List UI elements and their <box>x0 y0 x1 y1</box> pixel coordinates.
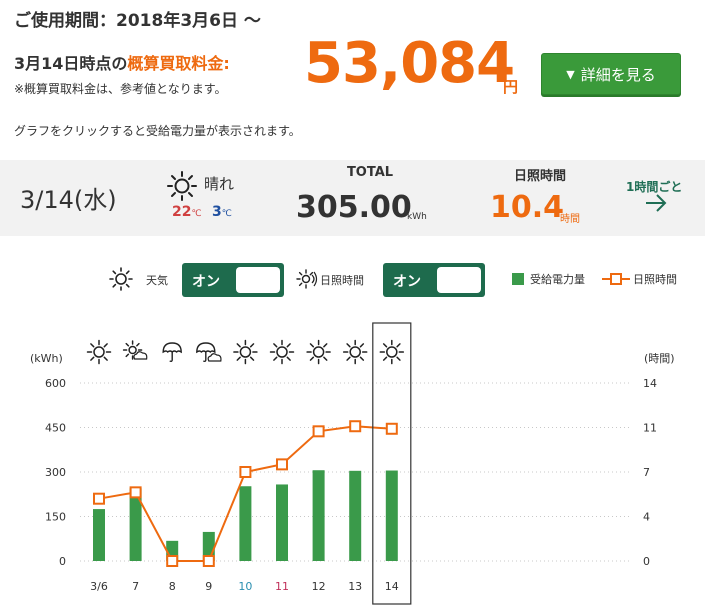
usage-period: ご使用期間：2018年3月6日 ～ <box>14 11 261 31</box>
estimate-label: 3月14日時点の概算買取料金: <box>14 50 230 74</box>
y-right-tick: 0 <box>643 555 650 568</box>
y-left-tick: 600 <box>45 377 66 390</box>
selected-day-frame <box>372 322 412 605</box>
total-value: 305.00 <box>296 190 412 225</box>
weather-toggle-state: オン <box>192 274 220 290</box>
chart-toggles: 天気 オン 日照時間 オン 受給電力量 日照時間 <box>0 262 705 297</box>
sunshine-value: 10.4 <box>490 190 565 225</box>
graph-hint: グラフをクリックすると受給電力量が表示されます。 <box>14 124 301 138</box>
sun-icon <box>342 339 368 365</box>
estimate-note: ※概算買取料金は、参考値となります。 <box>14 82 227 96</box>
per-hour-link[interactable]: 1時間ごと <box>626 180 683 194</box>
estimate-label-prefix: 3月14日時点の <box>14 54 128 73</box>
summary-date: 3/14(水) <box>20 186 117 214</box>
sun-rays-icon <box>296 269 318 289</box>
sunshine-point[interactable] <box>349 420 362 433</box>
sun-icon <box>233 339 258 365</box>
y-left-tick: 0 <box>59 555 66 568</box>
y-right-axis-label: (時間) <box>644 352 675 365</box>
estimate-unit: 円 <box>503 78 519 96</box>
power-bar[interactable] <box>239 486 252 561</box>
sunshine-point[interactable] <box>166 555 179 567</box>
y-left-tick: 150 <box>45 511 66 524</box>
umbrella-cloud-icon <box>196 342 222 363</box>
sun-icon <box>269 339 295 365</box>
sunshine-point[interactable] <box>93 492 105 505</box>
legend-sunshine-label: 日照時間 <box>633 273 677 286</box>
power-bar[interactable] <box>385 470 398 561</box>
toggle-knob <box>236 267 280 293</box>
weather-toggle[interactable]: オン <box>182 263 284 297</box>
estimate-label-highlight: 概算買取料金: <box>127 54 230 73</box>
y-right-tick: 4 <box>643 511 650 524</box>
temp-min-value: 3 <box>212 204 222 220</box>
x-tick: 14 <box>385 580 399 593</box>
temp-max-value: 22 <box>172 204 192 220</box>
umbrella-icon <box>162 342 182 363</box>
total-unit: kWh <box>407 212 427 222</box>
x-tick: 8 <box>169 580 176 593</box>
y-right-tick: 11 <box>643 422 657 435</box>
temp-max-unit: ℃ <box>191 209 202 219</box>
sun-icon <box>306 339 331 365</box>
sun-icon <box>109 267 133 291</box>
y-right-tick: 14 <box>643 377 657 390</box>
x-tick: 10 <box>238 580 252 593</box>
x-tick: 7 <box>132 580 139 593</box>
toggle-knob <box>437 267 481 293</box>
sunshine-point[interactable] <box>276 458 288 471</box>
sunshine-toggle-state: オン <box>393 274 421 290</box>
sunshine-unit: 時間 <box>560 214 580 225</box>
y-left-tick: 300 <box>45 466 66 479</box>
x-tick: 3/6 <box>90 580 108 593</box>
x-tick: 11 <box>275 580 289 593</box>
temp-max: 22℃ <box>172 204 202 220</box>
y-right-tick: 7 <box>643 466 650 479</box>
legend-power-label: 受給電力量 <box>530 273 585 286</box>
y-left-tick: 450 <box>45 422 66 435</box>
sunshine-point[interactable] <box>239 466 252 478</box>
power-bar[interactable] <box>129 488 142 561</box>
power-chart[interactable]: (kWh) (時間) 600 14 450 11 300 7 150 4 0 0 3/6 7 8 9 10… <box>0 320 705 610</box>
detail-button[interactable]: ▼ 詳細を見る <box>541 53 681 95</box>
triangle-down-icon: ▼ <box>566 67 575 81</box>
power-bar[interactable] <box>276 484 288 561</box>
sunshine-point[interactable] <box>385 422 398 435</box>
summary-weather: 晴れ <box>204 175 235 193</box>
total-label: TOTAL <box>346 165 394 180</box>
x-tick: 9 <box>205 580 212 593</box>
sun-icon <box>379 339 405 365</box>
day-summary: 3/14(水) 晴れ 22℃ 3℃ TOTAL 305.00 kWh 日照時間 … <box>0 160 705 236</box>
x-tick: 13 <box>348 580 362 593</box>
sunshine-label: 日照時間 <box>513 169 566 184</box>
temp-min-unit: ℃ <box>221 209 232 219</box>
temp-min: 3℃ <box>212 204 232 220</box>
legend-power-swatch <box>512 273 524 285</box>
weather-toggle-label: 天気 <box>146 274 168 287</box>
sunshine-toggle-label: 日照時間 <box>320 274 364 287</box>
sun-icon <box>86 339 112 365</box>
legend-sunshine-swatch <box>602 273 630 285</box>
sun-cloud-icon <box>122 340 148 360</box>
estimate-amount: 53,084 <box>304 31 515 96</box>
sunshine-point[interactable] <box>129 486 142 499</box>
power-bar[interactable] <box>349 470 362 561</box>
sunshine-point[interactable] <box>312 425 325 438</box>
sun-icon <box>167 171 197 201</box>
power-bar[interactable] <box>93 509 105 561</box>
y-left-axis-label: (kWh) <box>30 352 63 365</box>
sunshine-toggle[interactable]: オン <box>383 263 485 297</box>
sunshine-point[interactable] <box>202 555 215 567</box>
power-bar[interactable] <box>312 470 325 561</box>
arrow-right-icon[interactable] <box>644 193 668 213</box>
detail-button-label: 詳細を見る <box>580 65 656 84</box>
x-tick: 12 <box>312 580 326 593</box>
